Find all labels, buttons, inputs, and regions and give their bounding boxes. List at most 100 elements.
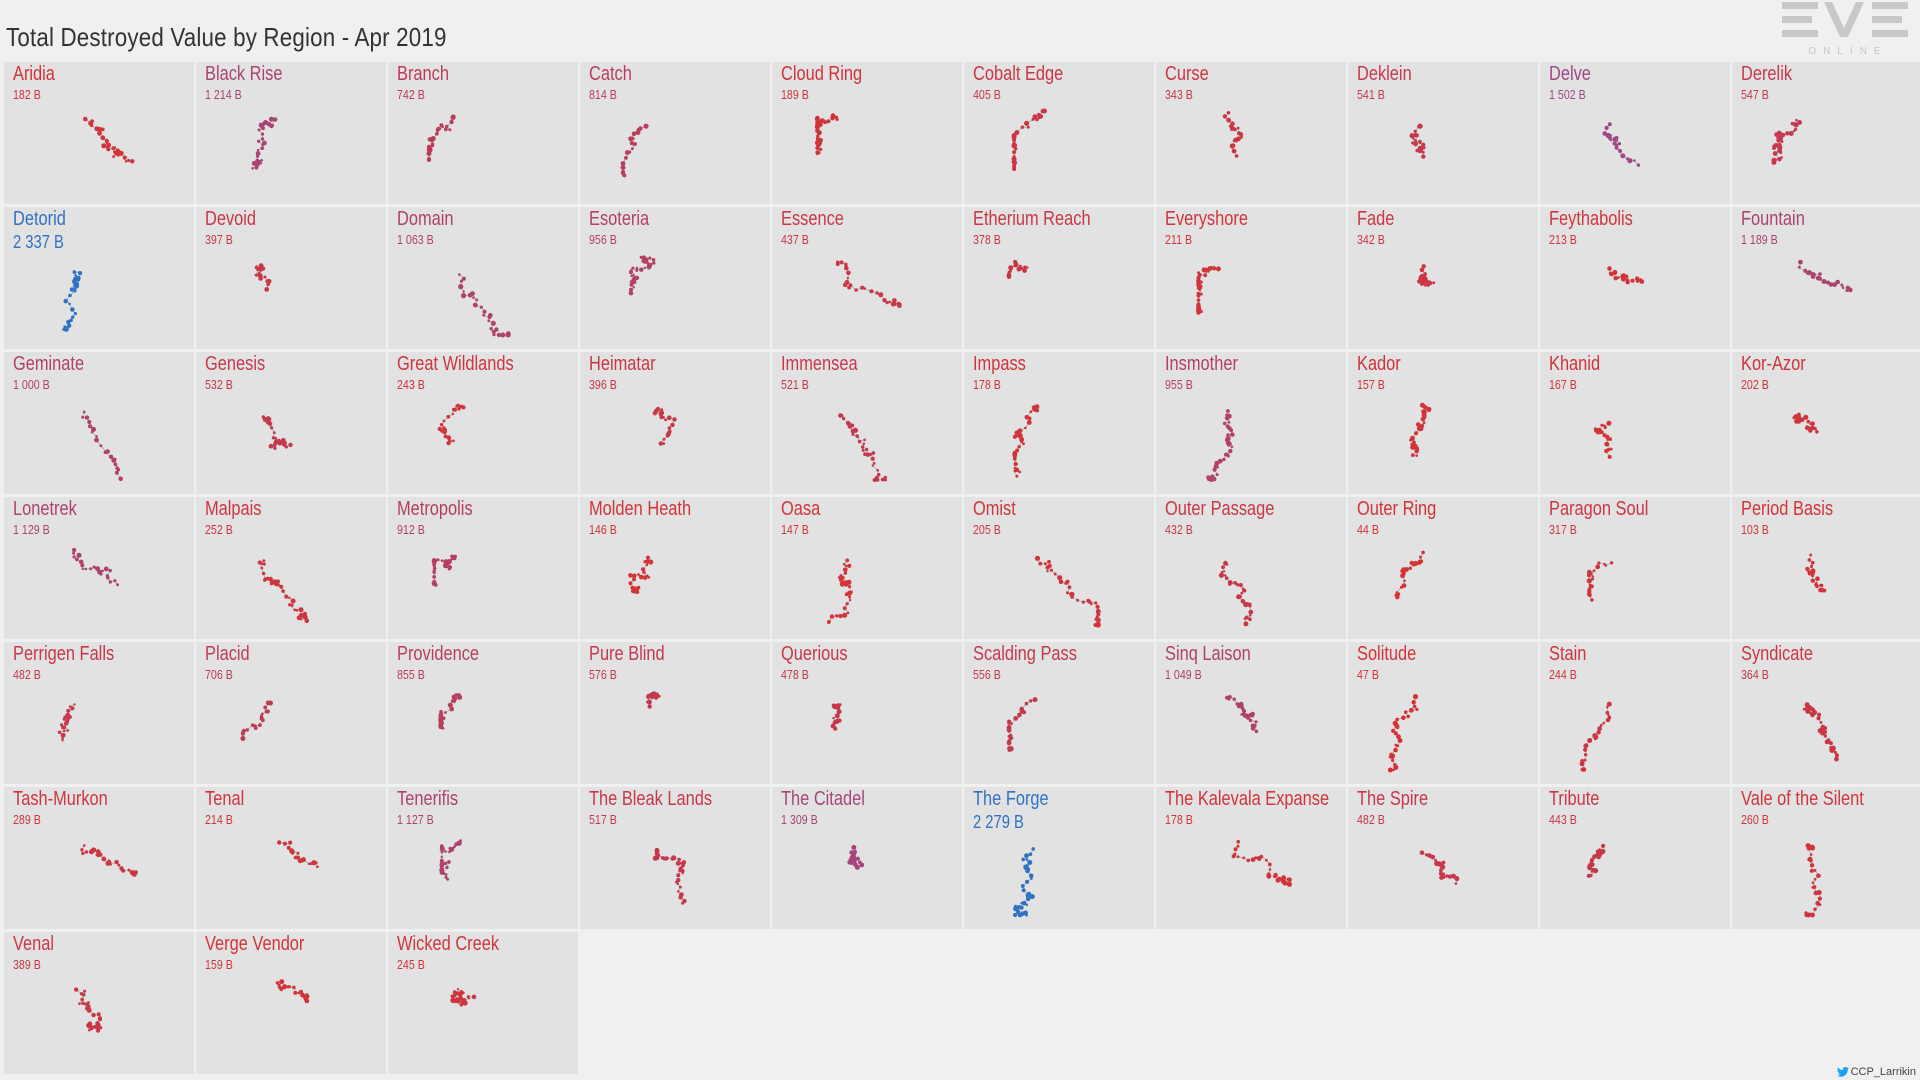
system-point (449, 119, 454, 125)
system-point (1026, 420, 1032, 425)
region-name: Outer Ring (1357, 498, 1437, 520)
system-point (1803, 414, 1809, 420)
system-point (441, 871, 446, 875)
system-point (832, 716, 835, 720)
system-point (1809, 863, 1815, 868)
system-point (494, 327, 499, 332)
region-cell: Deklein 541 B (1348, 62, 1538, 204)
system-point (896, 303, 900, 307)
system-point (61, 739, 64, 742)
system-point (254, 266, 258, 269)
system-point (851, 845, 857, 850)
system-point (885, 301, 889, 305)
region-map (652, 847, 687, 905)
system-point (1591, 575, 1595, 578)
region-map (1417, 264, 1436, 287)
system-point (114, 470, 119, 475)
system-point (457, 694, 463, 700)
system-point (1811, 709, 1818, 715)
system-point (1414, 431, 1419, 436)
system-point (863, 287, 866, 290)
region-name: Period Basis (1741, 498, 1834, 520)
system-point (1200, 292, 1203, 296)
system-point (450, 994, 455, 999)
system-point (1019, 437, 1025, 442)
region-map (277, 840, 319, 868)
system-point (1057, 575, 1063, 581)
system-point (432, 575, 437, 579)
region-cell: Heimatar 396 B (580, 352, 770, 494)
system-point (1081, 600, 1085, 604)
region-name: Aridia (13, 63, 55, 85)
system-point (675, 861, 681, 866)
system-point (1807, 558, 1812, 562)
region-cell: Scalding Pass 556 B (964, 642, 1154, 784)
system-point (664, 418, 668, 422)
region-cell: Verge Vendor 159 B (196, 932, 386, 1074)
system-point (667, 415, 672, 420)
system-point (72, 551, 76, 555)
system-point (1636, 163, 1641, 167)
system-point (1034, 555, 1041, 561)
system-point (489, 327, 493, 331)
system-point (75, 557, 79, 562)
system-point (1828, 282, 1834, 287)
system-point (288, 603, 292, 607)
system-point (67, 320, 70, 323)
system-point (1215, 473, 1219, 477)
system-point (67, 323, 72, 328)
region-name: The Bleak Lands (589, 788, 713, 810)
system-point (461, 276, 466, 281)
system-point (1022, 268, 1027, 273)
system-point (1601, 843, 1606, 848)
system-point (873, 478, 878, 482)
system-point (1442, 875, 1446, 879)
system-point (73, 703, 76, 706)
system-point (1230, 125, 1234, 130)
region-name: Kor-Azor (1741, 353, 1806, 375)
system-point (1603, 424, 1606, 427)
region-cell: Everyshore 211 B (1156, 207, 1346, 349)
system-point (1815, 430, 1819, 434)
region-value: 742 B (397, 87, 425, 102)
system-point (273, 442, 277, 446)
region-map (439, 839, 462, 881)
system-point (1248, 609, 1254, 615)
system-point (1813, 868, 1817, 872)
system-point (1259, 854, 1264, 859)
system-point (505, 332, 510, 338)
system-point (256, 139, 261, 143)
system-point (74, 274, 77, 277)
system-point (1266, 873, 1272, 879)
system-point (1422, 421, 1426, 425)
system-point (1265, 858, 1268, 862)
system-point (1032, 697, 1038, 703)
system-point (1813, 907, 1817, 911)
region-name: Kador (1357, 353, 1401, 375)
region-cell: Malpais 252 B (196, 497, 386, 639)
system-point (631, 131, 637, 137)
system-point (662, 442, 666, 445)
system-point (84, 850, 89, 854)
system-point (1218, 572, 1224, 578)
system-point (89, 567, 93, 571)
system-point (1411, 141, 1415, 145)
region-value: 343 B (1165, 87, 1193, 102)
system-point (854, 288, 858, 292)
system-point (255, 273, 259, 277)
system-point (1802, 707, 1806, 711)
system-point (1020, 913, 1024, 917)
system-point (1835, 279, 1840, 285)
region-map (1409, 123, 1426, 159)
region-map (1579, 701, 1612, 772)
region-name: Perrigen Falls (13, 643, 115, 665)
system-point (84, 415, 90, 420)
system-point (260, 137, 265, 141)
system-point (84, 567, 87, 571)
region-name: Feythabolis (1549, 208, 1633, 230)
system-point (1197, 310, 1200, 314)
system-point (113, 462, 118, 467)
system-point (1095, 622, 1101, 628)
system-point (470, 291, 475, 296)
system-point (70, 706, 75, 711)
